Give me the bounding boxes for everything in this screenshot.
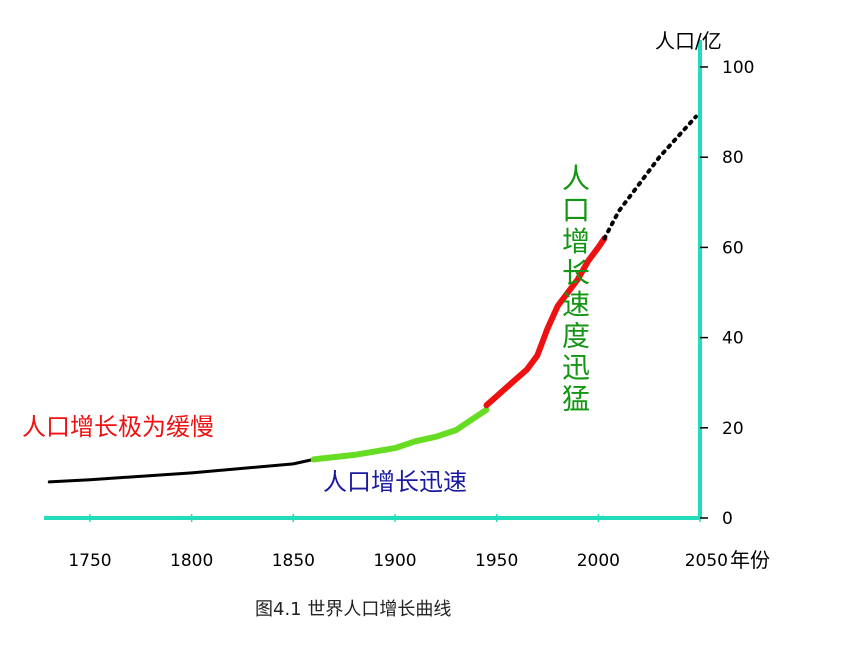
annotation-char: 速 [562,288,590,321]
y-tick-label: 0 [722,509,733,529]
annotation-char: 猛 [562,383,590,416]
series-line-1 [310,406,490,463]
annotation-char: 长 [562,257,590,290]
annotation-explosive-growth: 人口增长速度迅猛 [562,162,590,416]
annotation-rapid-growth: 人口增长迅速 [323,468,467,496]
x-tick-label: 1900 [373,551,416,571]
axes [44,40,702,520]
x-tick-label: 1750 [68,551,111,571]
y-tick-label: 20 [722,419,744,439]
annotation-char: 人 [562,162,590,195]
series-line-2 [483,235,608,409]
series-line-0 [47,457,316,484]
annotation-char: 度 [562,320,590,353]
annotation-slow-growth: 人口增长极为缓慢 [22,413,214,441]
x-tick-label: 1850 [272,551,315,571]
y-tick-label: 60 [722,238,744,258]
annotation-char: 口 [562,194,590,227]
y-tick-label: 80 [722,148,744,168]
y-axis-title: 人口/亿 [655,29,722,53]
series-layer [47,114,698,484]
figure-caption: 图4.1 世界人口增长曲线 [255,599,451,620]
annotation-char: 迅 [562,351,590,384]
annotation-char: 增 [562,225,590,258]
y-tick-label: 100 [722,58,754,78]
x-axis-title: 年份 [730,548,770,572]
series-line-3 [602,114,698,241]
y-tick-label: 40 [722,329,744,349]
x-tick-label: 2050 [685,551,728,571]
ticks-layer: 1750 1800 1850 1900 1950 2000 2050 0 20 40 60 80 100 [68,58,754,571]
x-tick-label: 1950 [475,551,518,571]
x-tick-label: 2000 [577,551,620,571]
x-tick-label: 1800 [170,551,213,571]
